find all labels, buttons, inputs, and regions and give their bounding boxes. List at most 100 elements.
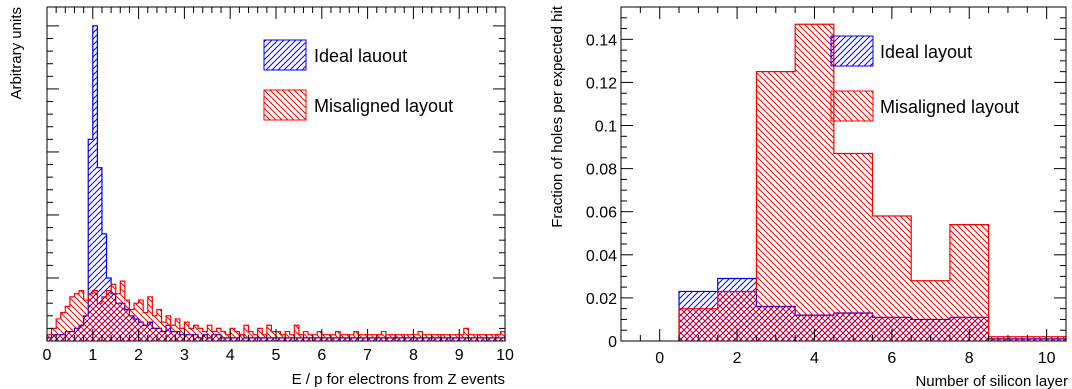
right-y-tick-label: 0 xyxy=(608,334,617,351)
left-series-1-bar-82 xyxy=(422,334,428,341)
left-series-1-bar-38 xyxy=(221,331,226,341)
right-y-tick-label: 0.12 xyxy=(586,75,617,92)
left-series-1-bar-28 xyxy=(175,318,180,341)
left-series-1-bar-23 xyxy=(152,315,157,341)
left-x-tick-label: 2 xyxy=(134,347,143,364)
left-series-1-bar-34 xyxy=(202,331,208,341)
left-series-1-bar-65 xyxy=(344,334,350,341)
left-series-1-bar-9 xyxy=(88,293,93,341)
left-x-axis-title: E / p for electrons from Z events xyxy=(292,371,505,388)
left-series-1-bar-2 xyxy=(56,318,61,341)
left-series-1-bar-81 xyxy=(417,331,423,341)
left-x-tick-label: 1 xyxy=(88,347,97,364)
left-series-1-bar-45 xyxy=(253,334,258,341)
right-legend-label-misaligned: Misaligned layout xyxy=(880,97,1019,117)
right-y-tick-labels: 0 0.02 0.04 0.06 0.08 0.1 0.12 0.14 xyxy=(586,32,617,351)
left-series-1-bar-12 xyxy=(101,296,107,341)
right-y-tick-label: 0.02 xyxy=(586,291,617,308)
left-x-tick-label: 9 xyxy=(455,347,464,364)
right-legend-swatch-misaligned xyxy=(830,90,874,122)
left-series-1-bar-67 xyxy=(353,331,359,341)
left-series-1-bar-70 xyxy=(367,334,373,341)
right-x-tick-label: 10 xyxy=(1038,350,1056,367)
left-series-1-bar-74 xyxy=(385,334,391,341)
right-legend-swatch-ideal xyxy=(830,35,874,67)
right-legend-label-ideal: Ideal layout xyxy=(880,42,972,62)
left-series-1-bar-0 xyxy=(47,334,52,341)
left-series-1-bar-68 xyxy=(358,334,364,341)
left-series-1-bar-24 xyxy=(156,309,162,341)
right-axis-ticks xyxy=(620,7,1067,342)
right-series-1-bar-2 xyxy=(756,71,796,341)
left-series-1-bar-59 xyxy=(317,331,322,341)
right-y-tick-label: 0.08 xyxy=(586,162,617,179)
left-series-1-bar-93 xyxy=(472,334,478,341)
left-series-0-bar-10 xyxy=(92,25,98,341)
left-series-1-bar-44 xyxy=(248,331,254,341)
left-series-1-bar-77 xyxy=(399,334,405,341)
left-y-axis-title: Arbitrary units xyxy=(8,7,25,100)
right-series-1-bar-3 xyxy=(795,24,834,342)
left-series-1-bar-85 xyxy=(436,334,441,341)
right-series-1-outline xyxy=(678,23,1067,341)
right-y-tick-label: 0.1 xyxy=(595,119,617,136)
left-series-1-bar-90 xyxy=(459,334,464,341)
left-series-1-bar-5 xyxy=(69,296,75,341)
left-series-1-bar-36 xyxy=(211,331,217,341)
left-series-1-bar-46 xyxy=(257,328,263,341)
left-series-0-bar-9 xyxy=(88,139,93,341)
right-series-1-bar-6 xyxy=(911,280,950,341)
left-series-1-bar-31 xyxy=(188,328,194,341)
left-series-1-bar-25 xyxy=(161,322,167,341)
left-series-1-bar-7 xyxy=(79,290,84,341)
right-histograms xyxy=(678,23,1067,342)
right-x-tick-label: 0 xyxy=(655,350,664,367)
left-series-1-bar-16 xyxy=(120,281,125,341)
left-series-1-bar-76 xyxy=(395,334,400,341)
left-series-1-bar-53 xyxy=(289,334,295,341)
right-x-tick-label: 6 xyxy=(887,350,896,367)
left-series-1-bar-19 xyxy=(134,303,139,341)
right-x-tick-labels: 0 2 4 6 8 10 xyxy=(655,350,1055,367)
left-legend: Ideal lauout Misaligned layout xyxy=(263,39,453,121)
left-series-1-bar-15 xyxy=(115,293,121,341)
left-series-0-bar-11 xyxy=(97,167,102,341)
left-x-tick-label: 4 xyxy=(226,347,235,364)
left-series-1-bar-84 xyxy=(431,334,437,341)
left-legend-swatch-misaligned xyxy=(263,89,307,121)
left-series-1-bar-1 xyxy=(51,328,57,341)
left-series-1-bar-27 xyxy=(170,325,176,341)
left-series-1-bar-40 xyxy=(230,328,235,341)
left-series-1-bar-37 xyxy=(216,328,222,341)
left-series-1-bar-6 xyxy=(74,293,80,341)
left-series-1-bar-83 xyxy=(427,334,432,341)
left-series-1-bar-62 xyxy=(330,334,336,341)
left-series-1-bar-14 xyxy=(111,284,116,341)
left-series-1-bar-91 xyxy=(463,328,469,341)
left-series-1-bar-18 xyxy=(129,309,135,341)
left-series-1-bar-11 xyxy=(97,303,102,341)
left-series-1-bar-94 xyxy=(477,334,483,341)
right-x-tick-label: 2 xyxy=(733,350,742,367)
left-series-1-bar-78 xyxy=(404,334,409,341)
left-series-1-bar-29 xyxy=(179,328,185,341)
left-series-1-bar-50 xyxy=(276,331,281,341)
left-series-1-outline xyxy=(46,280,506,341)
left-series-1-bar-42 xyxy=(239,334,244,341)
right-x-tick-label: 4 xyxy=(810,350,819,367)
right-x-axis-title: Number of silicon layer xyxy=(915,373,1068,389)
left-series-1-bar-41 xyxy=(234,331,240,341)
left-chart: 0 1 2 3 4 5 6 7 8 9 10 E / p for electrons from Z … xyxy=(8,6,514,388)
left-series-1-bar-30 xyxy=(184,322,189,341)
left-series-1-bar-79 xyxy=(408,334,414,341)
left-series-1-bar-26 xyxy=(166,315,171,341)
left-series-1-bar-8 xyxy=(83,300,89,341)
right-chart: 0 2 4 6 8 10 0 0.02 0.04 0.06 0.08 0.1 0.12 0.14 Num… xyxy=(549,5,1068,389)
left-x-tick-label: 7 xyxy=(363,347,372,364)
left-series-1-bar-97 xyxy=(491,334,496,341)
left-series-1-bar-71 xyxy=(372,334,377,341)
right-y-tick-label: 0.14 xyxy=(586,32,617,49)
left-x-tick-labels: 0 1 2 3 4 5 6 7 8 9 10 xyxy=(43,347,514,364)
left-series-1-bar-61 xyxy=(326,334,331,341)
